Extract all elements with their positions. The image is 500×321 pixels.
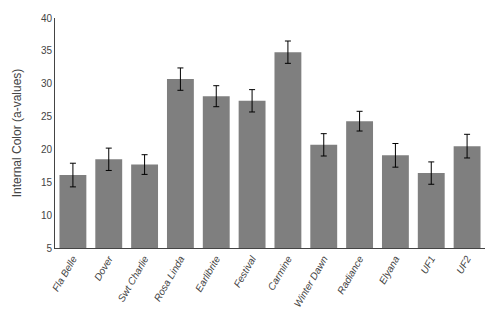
- svg-text:Winter Dawn: Winter Dawn: [292, 254, 330, 309]
- svg-text:40: 40: [41, 13, 53, 24]
- svg-text:UF2: UF2: [454, 254, 473, 276]
- svg-text:20: 20: [41, 144, 53, 155]
- svg-text:Radiance: Radiance: [335, 254, 366, 296]
- svg-text:UF1: UF1: [418, 254, 437, 276]
- svg-text:Swt Charlie: Swt Charlie: [116, 254, 151, 304]
- svg-text:15: 15: [41, 177, 53, 188]
- svg-text:Fla Belle: Fla Belle: [50, 254, 79, 294]
- svg-text:Rosa Linda: Rosa Linda: [152, 254, 187, 304]
- svg-text:5: 5: [46, 243, 52, 254]
- svg-text:30: 30: [41, 78, 53, 89]
- svg-text:Carmine: Carmine: [266, 254, 295, 293]
- svg-text:10: 10: [41, 210, 53, 221]
- svg-text:35: 35: [41, 45, 53, 56]
- svg-text:Elyana: Elyana: [377, 254, 402, 286]
- svg-text:Dover: Dover: [92, 253, 115, 282]
- svg-text:Internal Color (a-values): Internal Color (a-values): [10, 69, 24, 198]
- svg-text:25: 25: [41, 111, 53, 122]
- svg-text:Festival: Festival: [231, 253, 258, 289]
- svg-text:Earlibrite: Earlibrite: [193, 254, 222, 294]
